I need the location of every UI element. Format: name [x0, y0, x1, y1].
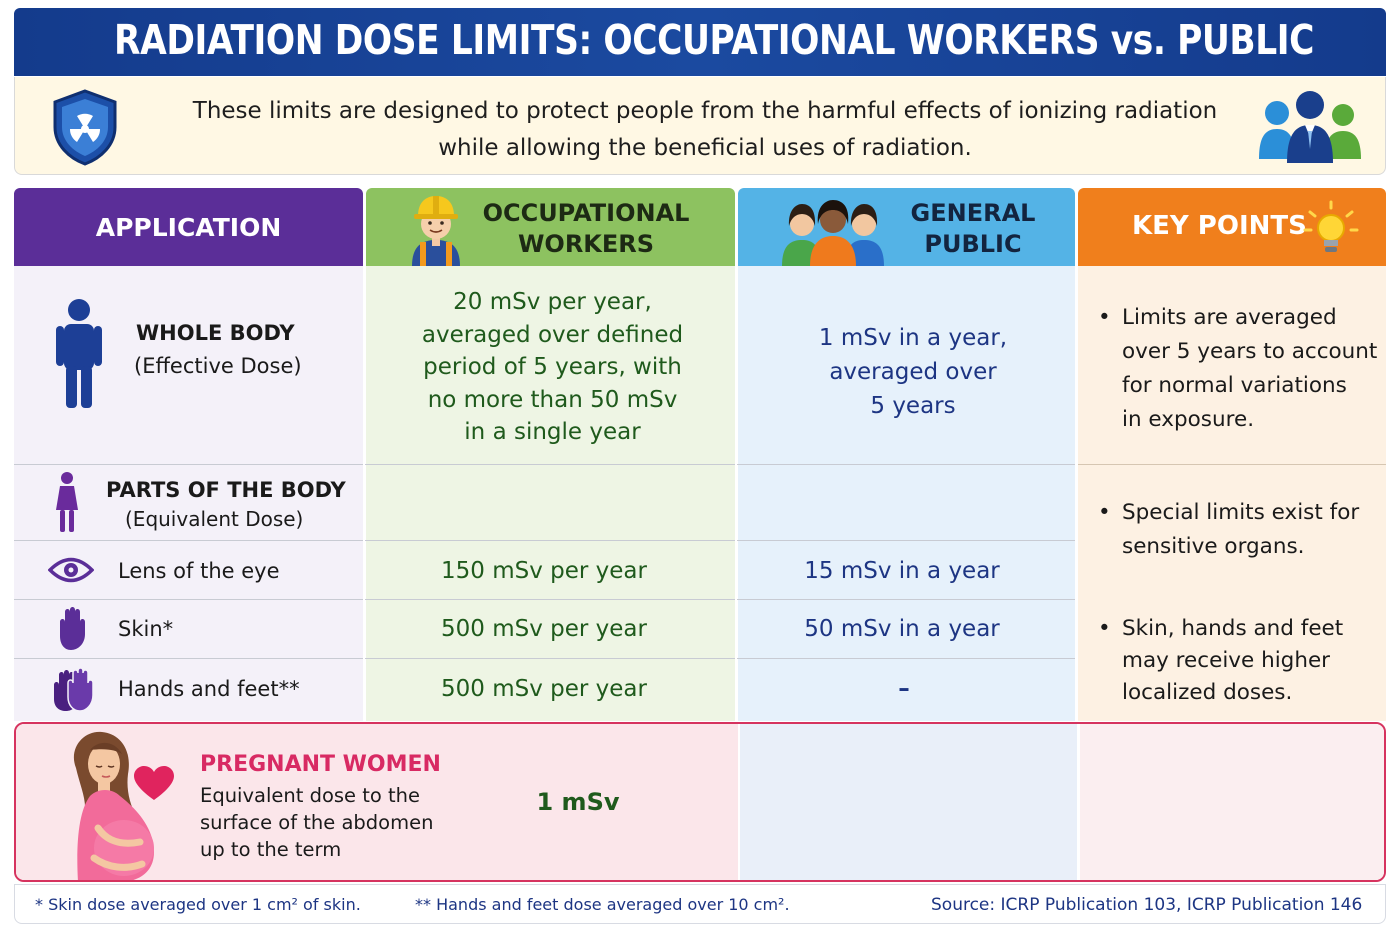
row-lens-public: 15 mSv in a year: [804, 558, 1000, 584]
heart-icon: [134, 766, 174, 800]
key-points-column: [1078, 266, 1386, 721]
header-occupational-line1: OCCUPATIONAL: [482, 199, 690, 227]
occupational-line: in a single year: [464, 419, 641, 445]
public-line: averaged over: [829, 359, 997, 385]
header-public-line1: GENERAL: [910, 199, 1036, 227]
key-point-line: may receive higher: [1122, 648, 1331, 673]
whole-body-label: WHOLE BODY: [136, 321, 295, 345]
row-skin-occupational: 500 mSv per year: [441, 616, 647, 642]
people-group-icon: [1259, 91, 1361, 163]
header-application-label: APPLICATION: [95, 212, 282, 242]
whole-body-sub: (Effective Dose): [134, 354, 302, 378]
row-hands-public: –: [898, 676, 910, 702]
worker-icon: [412, 196, 460, 266]
source-citation: Source: ICRP Publication 103, ICRP Publi…: [931, 895, 1363, 915]
public-group-icon: [782, 200, 884, 266]
row-skin-public: 50 mSv in a year: [804, 616, 1000, 642]
row-skin-label: Skin*: [118, 617, 174, 641]
pregnant-woman-icon: [73, 731, 154, 880]
bullet-icon: •: [1098, 500, 1111, 525]
whole-body-occupational-value: 20 mSv per year, averaged over defined p…: [370, 286, 735, 449]
footnote-hands-feet: ** Hands and feet dose averaged over 10 …: [415, 895, 790, 914]
column-divider: [735, 188, 737, 882]
key-point-line: localized doses.: [1122, 680, 1293, 705]
intro-line-2: while allowing the beneficial uses of ra…: [438, 135, 972, 161]
public-line: 5 years: [870, 393, 956, 419]
header-public-text: GENERAL PUBLIC: [888, 198, 1058, 260]
key-point-averaging: • Limits are averaged over 5 years to ac…: [1098, 301, 1378, 437]
intro-banner: These limits are designed to protect peo…: [14, 77, 1386, 175]
person-icon: [56, 299, 102, 408]
pregnant-women-row: PREGNANT WOMEN Equivalent dose to the su…: [14, 722, 1386, 882]
column-divider: [1075, 188, 1077, 882]
header-key-points: KEY POINTS: [1078, 188, 1386, 266]
bullet-icon: •: [1098, 616, 1111, 641]
row-divider: [14, 599, 1076, 600]
header-key-points-label: KEY POINTS: [1132, 211, 1307, 241]
pregnant-title: PREGNANT WOMEN: [200, 752, 441, 777]
pregnant-value: 1 mSv: [536, 788, 620, 816]
eye-icon: [48, 557, 94, 583]
key-point-line: sensitive organs.: [1122, 534, 1305, 559]
key-point-line: Skin, hands and feet: [1122, 616, 1344, 641]
header-public: GENERAL PUBLIC: [738, 188, 1075, 266]
key-point-localized-doses: • Skin, hands and feet may receive highe…: [1098, 613, 1378, 709]
whole-body-public-value: 1 mSv in a year, averaged over 5 years: [738, 321, 1088, 423]
row-lens-label: Lens of the eye: [118, 559, 280, 583]
header-occupational: OCCUPATIONAL WORKERS: [366, 188, 735, 266]
page-title: RADIATION DOSE LIMITS: OCCUPATIONAL WORK…: [114, 16, 1315, 64]
pregnant-public-panel: [740, 724, 1077, 880]
row-hands-occupational: 500 mSv per year: [441, 676, 647, 702]
pregnant-key-panel: [1080, 724, 1384, 880]
header-occupational-line2: WORKERS: [517, 230, 655, 258]
pregnant-desc-line: Equivalent dose to the: [200, 784, 421, 807]
key-point-line: Special limits exist for: [1122, 500, 1360, 525]
intro-line-1: These limits are designed to protect peo…: [192, 98, 1218, 124]
pregnant-description: Equivalent dose to the surface of the ab…: [200, 782, 433, 863]
header-application: APPLICATION: [14, 188, 363, 266]
footnote-skin: * Skin dose averaged over 1 cm² of skin.: [35, 895, 361, 914]
header-occupational-text: OCCUPATIONAL WORKERS: [476, 198, 696, 260]
pregnant-desc-line: up to the term: [200, 838, 342, 861]
bullet-icon: •: [1098, 305, 1111, 330]
row-divider: [14, 540, 1076, 541]
row-divider: [14, 658, 1076, 659]
occupational-line: 20 mSv per year,: [453, 289, 652, 315]
parts-label: PARTS OF THE BODY: [106, 478, 346, 502]
public-column: [738, 266, 1075, 721]
key-point-special-limits: • Special limits exist for sensitive org…: [1098, 496, 1378, 564]
intro-text: These limits are designed to protect peo…: [165, 93, 1245, 167]
lightbulb-icon: [1303, 200, 1359, 252]
hands-icon: [54, 667, 94, 711]
public-line: 1 mSv in a year,: [818, 325, 1008, 351]
hand-icon: [60, 607, 85, 650]
row-lens-occupational: 150 mSv per year: [441, 558, 647, 584]
parts-sub: (Equivalent Dose): [125, 507, 304, 531]
column-divider: [363, 188, 365, 882]
occupational-line: period of 5 years, with: [423, 354, 682, 380]
female-icon: [56, 472, 78, 532]
title-bar: RADIATION DOSE LIMITS: OCCUPATIONAL WORK…: [14, 8, 1386, 76]
occupational-line: no more than 50 mSv: [427, 386, 678, 413]
row-hands-label: Hands and feet**: [118, 677, 300, 701]
header-public-line2: PUBLIC: [924, 230, 1022, 258]
key-point-line: for normal variations: [1122, 373, 1347, 398]
key-divider: [1078, 464, 1386, 465]
key-point-line: Limits are averaged: [1122, 305, 1337, 330]
footer: * Skin dose averaged over 1 cm² of skin.…: [14, 884, 1386, 924]
key-point-line: in exposure.: [1122, 407, 1255, 432]
occupational-line: averaged over defined: [421, 321, 684, 348]
key-point-line: over 5 years to account: [1122, 339, 1378, 364]
pregnant-desc-line: surface of the abdomen: [200, 811, 434, 834]
row-divider: [14, 464, 1076, 465]
occupational-column: [366, 266, 735, 721]
shield-radiation-icon: [53, 89, 117, 166]
